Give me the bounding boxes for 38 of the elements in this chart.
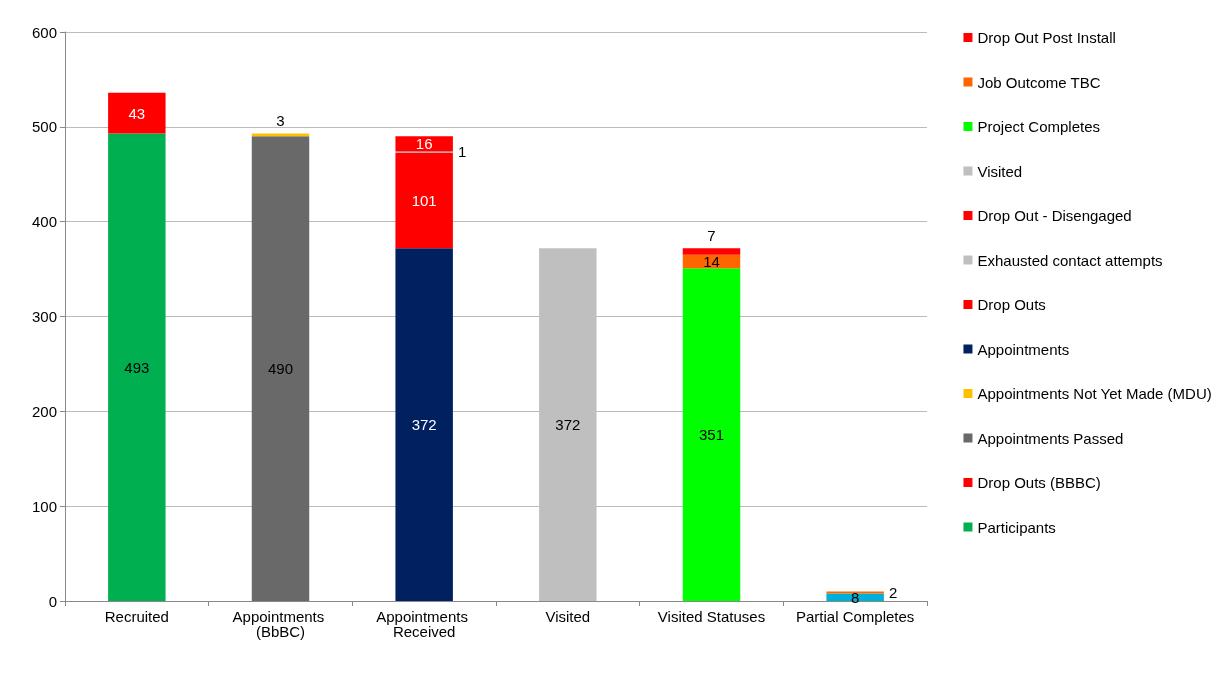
- y-tick-label: 500: [31, 118, 57, 136]
- legend-label: Appointments Passed: [977, 429, 1124, 447]
- y-tick-label: 400: [31, 213, 57, 231]
- x-tick-label: Appointments (BbBC): [232, 608, 329, 640]
- data-label: 493: [124, 358, 150, 376]
- y-tick-label: 200: [31, 402, 57, 420]
- legend-label: Participants: [977, 518, 1056, 536]
- data-label: 7: [707, 227, 716, 245]
- x-tick-label: Partial Completes: [795, 608, 915, 625]
- legend-label: Drop Out - Disengaged: [977, 207, 1132, 224]
- data-label: 43: [128, 104, 146, 122]
- y-tick-label: 300: [31, 308, 57, 325]
- legend-label: Drop Out Post Install: [977, 29, 1116, 46]
- x-tick-label: Recruited: [104, 608, 169, 625]
- data-label: 490: [267, 360, 294, 378]
- data-label: 14: [703, 253, 720, 270]
- data-label: 16: [415, 135, 433, 153]
- x-tick-label: Visited Statuses: [657, 608, 766, 625]
- legend-label: Visited: [977, 162, 1023, 180]
- legend-label: Drop Outs (BBBC): [977, 474, 1101, 491]
- data-label: 372: [411, 416, 437, 434]
- x-tick-label: Appointments Received: [376, 608, 473, 640]
- legend-label: Appointments: [977, 340, 1070, 358]
- y-tick-label: 600: [31, 23, 57, 41]
- data-label: 1: [457, 143, 467, 161]
- y-tick-label: 0: [48, 592, 57, 610]
- x-tick-label: Visited: [545, 608, 591, 625]
- data-label: 351: [698, 426, 725, 444]
- legend-label: Exhausted contact attempts: [977, 251, 1163, 269]
- data-label: 2: [888, 583, 898, 601]
- legend-label: Appointments Not Yet Made (MDU): [977, 385, 1212, 402]
- legend-label: Drop Outs: [977, 296, 1046, 313]
- data-label: 3: [276, 112, 285, 130]
- legend-label: Job Outcome TBC: [977, 73, 1101, 91]
- y-tick-label: 100: [31, 497, 57, 515]
- legend-label: Project Completes: [977, 118, 1101, 135]
- data-label: 372: [555, 416, 581, 434]
- data-label: 101: [411, 191, 437, 209]
